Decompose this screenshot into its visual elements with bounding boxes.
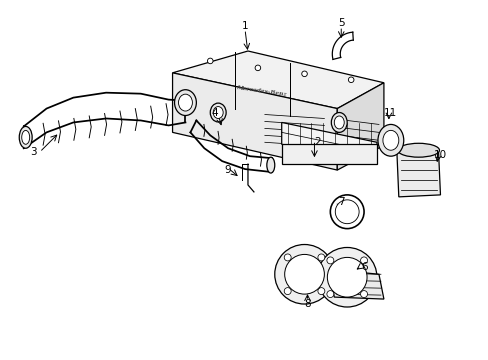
Circle shape <box>317 247 376 307</box>
Circle shape <box>360 257 367 264</box>
Circle shape <box>326 257 333 264</box>
Text: 2: 2 <box>313 137 320 147</box>
Circle shape <box>326 257 366 297</box>
Circle shape <box>284 254 290 261</box>
Text: 5: 5 <box>337 18 344 28</box>
Polygon shape <box>328 269 383 299</box>
Polygon shape <box>172 73 337 170</box>
Circle shape <box>335 200 358 224</box>
Circle shape <box>284 288 290 294</box>
Circle shape <box>326 291 333 298</box>
Circle shape <box>301 71 306 77</box>
Circle shape <box>317 288 324 294</box>
Circle shape <box>317 254 324 261</box>
Circle shape <box>347 77 353 82</box>
Ellipse shape <box>178 94 192 111</box>
Text: Mercedes-Benz: Mercedes-Benz <box>236 85 287 97</box>
Ellipse shape <box>19 126 32 148</box>
Polygon shape <box>281 122 376 164</box>
Ellipse shape <box>213 107 223 118</box>
Text: 9: 9 <box>224 165 231 175</box>
Ellipse shape <box>397 143 439 157</box>
Circle shape <box>255 65 260 71</box>
Ellipse shape <box>210 103 225 122</box>
Text: 1: 1 <box>241 21 248 31</box>
Ellipse shape <box>377 125 403 156</box>
Polygon shape <box>396 150 440 197</box>
Ellipse shape <box>21 130 30 144</box>
Circle shape <box>360 291 367 298</box>
Text: 6: 6 <box>360 262 366 272</box>
Circle shape <box>284 255 324 294</box>
Text: 3: 3 <box>30 147 37 157</box>
Text: 4: 4 <box>211 108 218 117</box>
Ellipse shape <box>331 113 346 132</box>
Text: 10: 10 <box>433 150 446 160</box>
Text: 7: 7 <box>337 197 344 207</box>
Ellipse shape <box>266 157 274 173</box>
Ellipse shape <box>334 116 344 129</box>
Polygon shape <box>337 83 383 170</box>
Polygon shape <box>172 51 383 109</box>
Text: 11: 11 <box>384 108 397 117</box>
Polygon shape <box>281 144 376 164</box>
Text: 8: 8 <box>304 299 310 309</box>
Circle shape <box>207 58 213 64</box>
Circle shape <box>274 244 334 304</box>
Ellipse shape <box>174 90 196 116</box>
Ellipse shape <box>382 130 398 150</box>
